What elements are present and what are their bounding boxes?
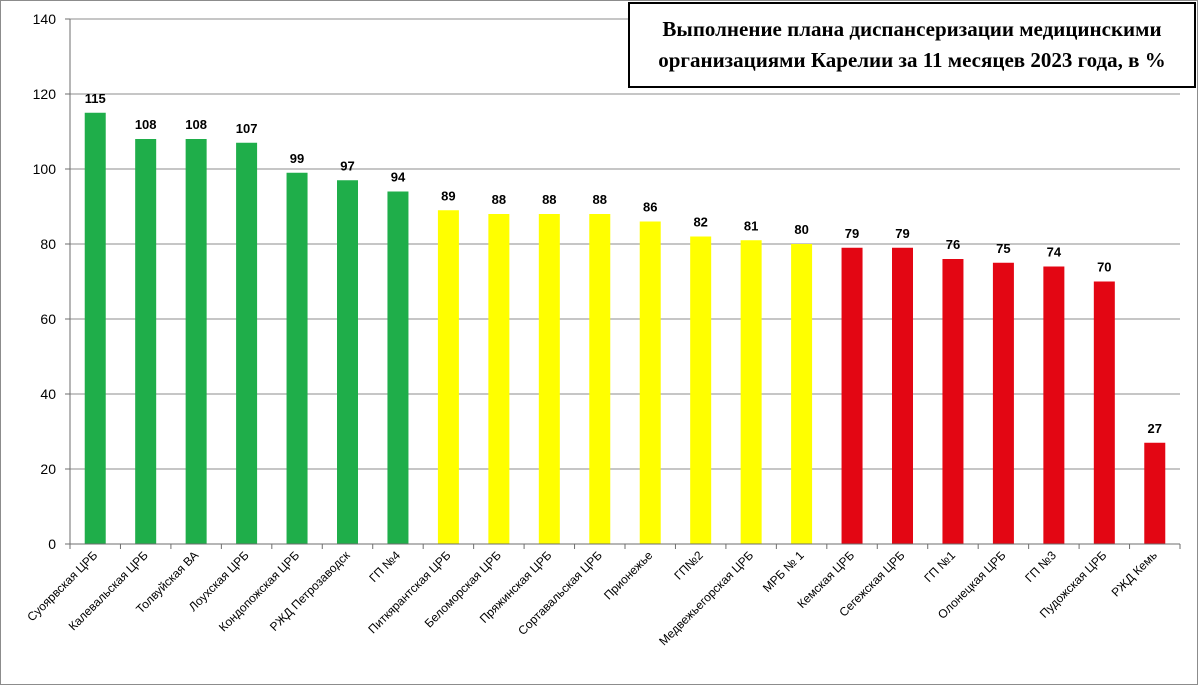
bar <box>942 259 964 544</box>
category-label: ГП№2 <box>671 548 706 583</box>
category-label: ГП №4 <box>366 548 403 585</box>
bar <box>841 247 863 544</box>
category-label: ГП №1 <box>921 548 958 585</box>
bar <box>1093 281 1115 544</box>
bar <box>387 191 409 544</box>
value-label: 75 <box>996 241 1010 256</box>
value-label: 80 <box>794 222 808 237</box>
value-label: 74 <box>1047 245 1062 260</box>
value-label: 88 <box>542 192 556 207</box>
category-label: Сортавальская ЦРБ <box>515 548 605 638</box>
bar <box>1043 266 1065 544</box>
chart-title: Выполнение плана диспансеризации медицин… <box>658 17 1166 72</box>
value-label: 79 <box>845 226 859 241</box>
bar <box>690 236 712 544</box>
value-label: 89 <box>441 188 455 203</box>
category-label: Прионежье <box>601 548 656 603</box>
category-label: МРБ № 1 <box>760 548 807 595</box>
y-tick-label: 0 <box>48 536 56 552</box>
category-label: РЖД Кемь <box>1109 548 1160 599</box>
y-tick-label: 40 <box>40 386 56 402</box>
y-tick-label: 60 <box>40 311 56 327</box>
bar <box>892 247 913 544</box>
axes: 0 20 40 60 80 100 120 140 <box>33 11 1181 552</box>
bar <box>286 172 308 544</box>
bar <box>337 180 358 544</box>
value-label: 88 <box>492 192 506 207</box>
value-label: 115 <box>85 91 106 106</box>
value-label: 97 <box>340 158 354 173</box>
y-tick-label: 120 <box>33 86 57 102</box>
bar <box>84 112 106 544</box>
value-label: 76 <box>946 237 960 252</box>
bar <box>185 139 207 544</box>
bars <box>84 112 1166 544</box>
value-label: 79 <box>895 226 909 241</box>
value-label: 70 <box>1097 260 1111 275</box>
value-label: 82 <box>693 215 707 230</box>
chart-title-box: Выполнение плана диспансеризации медицин… <box>628 2 1196 88</box>
value-labels: 115 108 108 107 99 97 94 89 88 88 88 86 82 81 80 79 79 76… <box>85 91 1162 436</box>
bar <box>589 214 611 544</box>
bar <box>791 244 813 544</box>
y-tick-label: 100 <box>33 161 57 177</box>
value-label: 27 <box>1148 421 1162 436</box>
value-label: 88 <box>593 192 607 207</box>
value-label: 94 <box>391 170 406 185</box>
bar <box>1144 442 1166 544</box>
category-label: Медвежьегорская ЦРБ <box>656 548 756 648</box>
category-label: Питкярантская ЦРБ <box>365 548 453 636</box>
category-label: ГП №3 <box>1022 548 1059 585</box>
bar <box>639 221 661 544</box>
bar <box>236 142 258 544</box>
value-label: 99 <box>290 151 304 166</box>
value-label: 108 <box>185 117 207 132</box>
value-label: 108 <box>135 117 157 132</box>
bar <box>488 214 510 544</box>
bar <box>992 262 1014 544</box>
bar <box>437 210 459 544</box>
bar <box>538 214 560 544</box>
y-tick-label: 20 <box>40 461 56 477</box>
value-label: 81 <box>744 218 758 233</box>
value-label: 107 <box>236 121 258 136</box>
y-tick-label: 140 <box>33 11 57 27</box>
bar <box>135 139 157 544</box>
y-tick-label: 80 <box>40 236 56 252</box>
value-label: 86 <box>643 200 657 215</box>
bar <box>740 240 762 544</box>
